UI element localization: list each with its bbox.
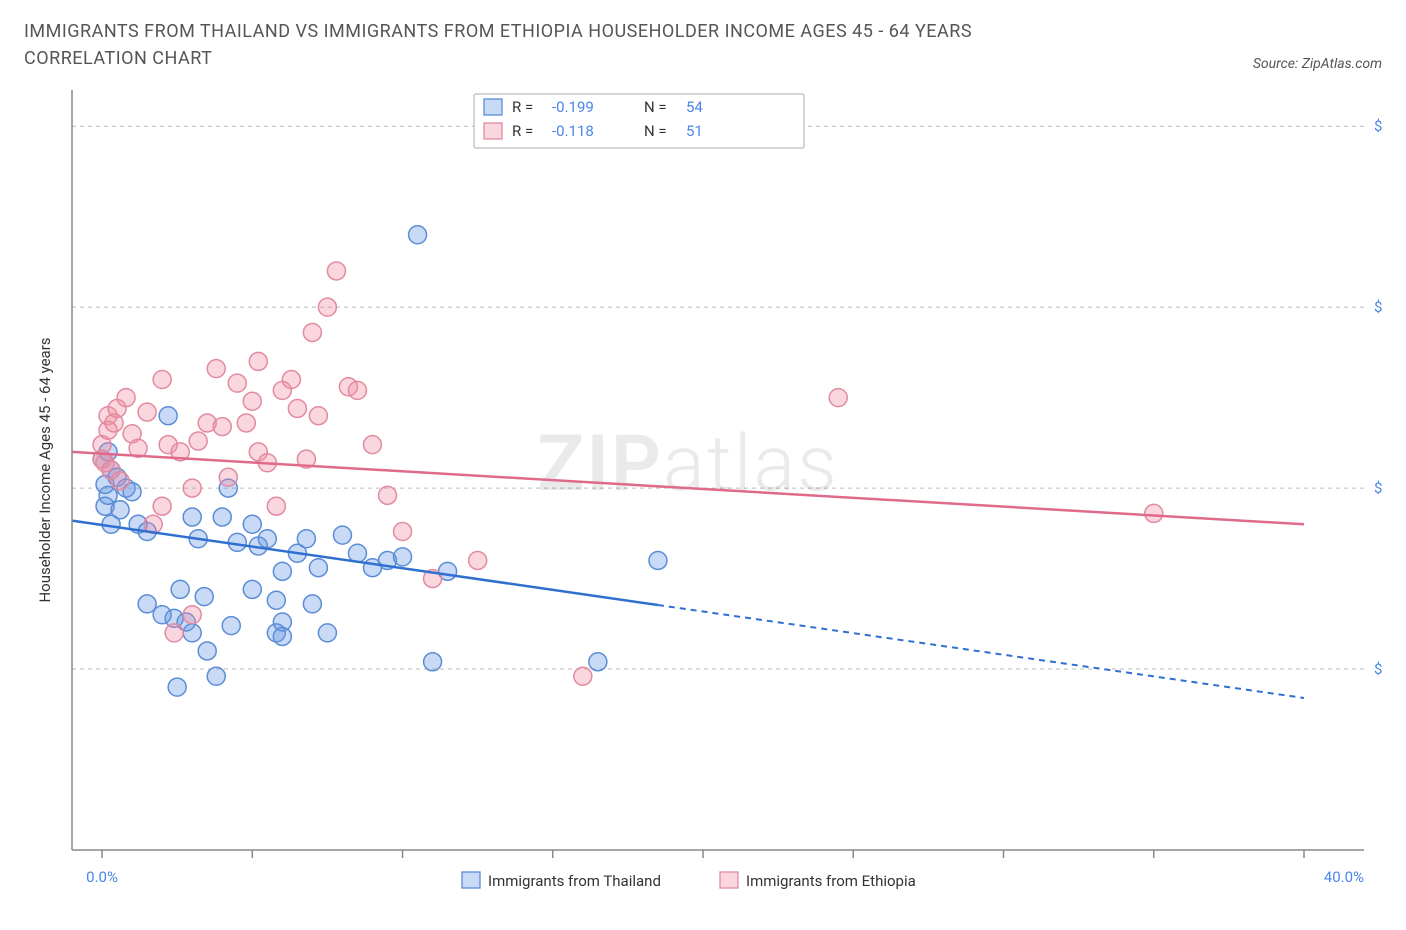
data-point: [213, 508, 231, 526]
data-point: [219, 468, 237, 486]
data-point: [394, 548, 412, 566]
data-point: [243, 392, 261, 410]
data-point: [183, 624, 201, 642]
data-point: [363, 436, 381, 454]
data-point: [243, 515, 261, 533]
data-point: [189, 432, 207, 450]
x-tick-label: 0.0%: [86, 868, 118, 886]
legend-r-value: -0.199: [552, 98, 594, 116]
data-point: [111, 472, 129, 490]
legend-r-label: R =: [512, 98, 533, 116]
source-credit: Source: ZipAtlas.com: [1253, 56, 1382, 72]
legend-swatch: [484, 123, 502, 139]
legend-swatch: [484, 99, 502, 115]
data-point: [282, 371, 300, 389]
source-label: Source:: [1253, 56, 1298, 72]
data-point: [228, 374, 246, 392]
data-point: [222, 617, 240, 635]
data-point: [117, 389, 135, 407]
data-point: [237, 414, 255, 432]
legend-n-value: 54: [686, 98, 703, 116]
data-point: [171, 580, 189, 598]
data-point: [327, 262, 345, 280]
trend-line: [72, 521, 658, 605]
data-point: [309, 407, 327, 425]
data-point: [207, 360, 225, 378]
data-point: [303, 595, 321, 613]
data-point: [183, 508, 201, 526]
data-point: [213, 418, 231, 436]
correlation-chart: $50,000 $100,000 $150,000 $200,000 ZIPatlas 0…: [24, 80, 1382, 900]
data-point: [168, 678, 186, 696]
data-point: [318, 298, 336, 316]
data-point: [258, 530, 276, 548]
legend-n-value: 51: [686, 122, 703, 140]
data-point: [333, 526, 351, 544]
legend-n-label: N =: [644, 122, 667, 140]
legend-series-label: Immigrants from Ethiopia: [746, 872, 916, 890]
data-point: [829, 389, 847, 407]
data-point: [267, 591, 285, 609]
data-point: [273, 627, 291, 645]
data-point: [394, 523, 412, 541]
data-point: [297, 530, 315, 548]
legend-r-label: R =: [512, 122, 533, 140]
y-tick-label: $100,000: [1374, 479, 1382, 497]
data-point: [348, 381, 366, 399]
data-point: [273, 562, 291, 580]
chart-title: IMMIGRANTS FROM THAILAND VS IMMIGRANTS F…: [24, 18, 1074, 72]
legend-n-label: N =: [644, 98, 667, 116]
data-point: [267, 497, 285, 515]
legend-swatch: [462, 872, 480, 888]
data-point: [183, 479, 201, 497]
y-tick-label: $150,000: [1374, 298, 1382, 316]
source-name: ZipAtlas.com: [1302, 56, 1382, 72]
data-point: [195, 588, 213, 606]
y-tick-label: $50,000: [1374, 660, 1382, 678]
data-point: [183, 606, 201, 624]
data-point: [303, 323, 321, 341]
legend-series-label: Immigrants from Thailand: [488, 872, 661, 890]
data-point: [348, 544, 366, 562]
data-point: [165, 624, 183, 642]
legend-swatch: [720, 872, 738, 888]
data-point: [138, 403, 156, 421]
data-point: [249, 352, 267, 370]
data-point: [409, 226, 427, 244]
data-point: [574, 667, 592, 685]
data-point: [99, 486, 117, 504]
data-point: [469, 551, 487, 569]
data-point: [379, 486, 397, 504]
data-point: [198, 642, 216, 660]
data-point: [424, 653, 442, 671]
legend-r-value: -0.118: [552, 122, 594, 140]
y-tick-label: $200,000: [1374, 117, 1382, 135]
data-point: [138, 595, 156, 613]
data-point: [243, 580, 261, 598]
data-point: [207, 667, 225, 685]
y-axis-title: Householder Income Ages 45 - 64 years: [36, 337, 54, 602]
data-point: [159, 407, 177, 425]
data-point: [153, 497, 171, 515]
data-point: [1145, 504, 1163, 522]
data-point: [318, 624, 336, 642]
watermark: ZIPatlas: [537, 419, 838, 510]
data-point: [649, 551, 667, 569]
data-point: [309, 559, 327, 577]
data-point: [589, 653, 607, 671]
x-tick-label: 40.0%: [1324, 868, 1364, 886]
data-point: [153, 371, 171, 389]
trend-line-extrapolated: [658, 605, 1304, 698]
chart-canvas: $50,000 $100,000 $150,000 $200,000 ZIPatlas 0…: [24, 80, 1382, 900]
data-point: [288, 399, 306, 417]
data-point: [111, 501, 129, 519]
